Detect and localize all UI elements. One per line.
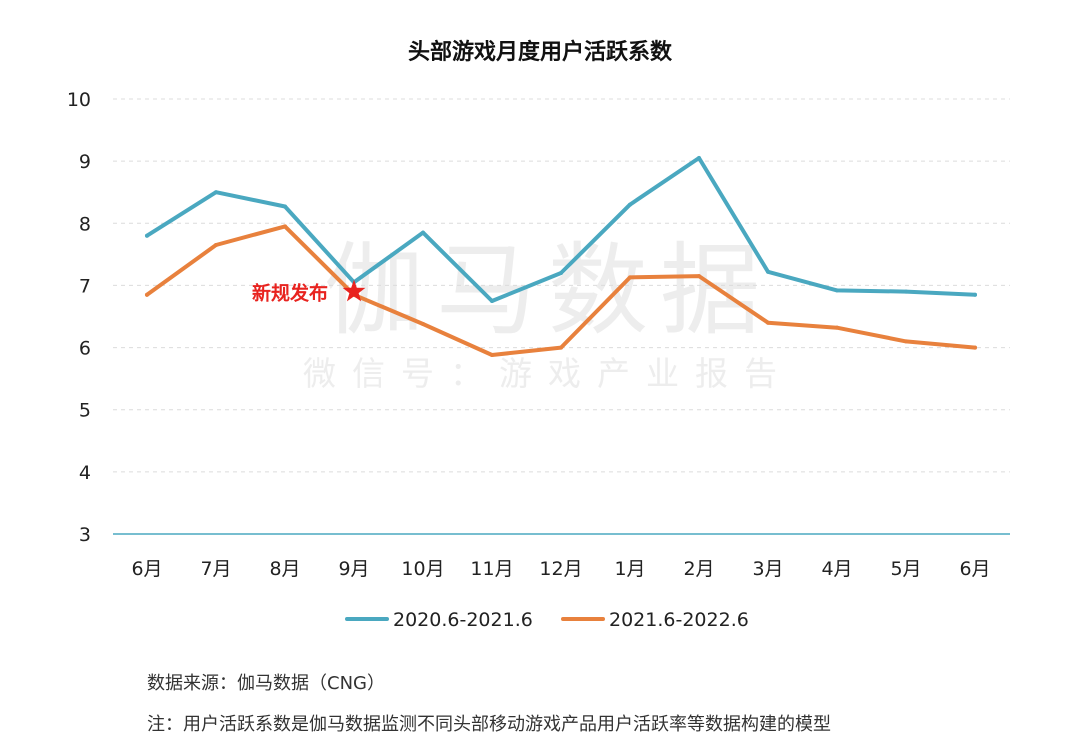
x-tick-label: 3月: [752, 558, 783, 580]
series-1-point: [628, 202, 632, 207]
series-2-point: [904, 339, 908, 344]
series-1-point: [973, 292, 977, 297]
series-lines: [145, 156, 977, 358]
series-2-point: [214, 243, 218, 248]
series-2-point: [490, 353, 494, 358]
y-tick-label: 10: [67, 89, 91, 111]
new-policy-label: 新规发布: [252, 282, 328, 305]
watermark: 伽马数据 微信号：游戏产业报告: [303, 232, 793, 393]
x-tick-label: 4月: [821, 558, 852, 580]
x-tick-label: 2月: [683, 558, 714, 580]
watermark-sub: 微信号：游戏产业报告: [303, 354, 793, 393]
chart-title: 头部游戏月度用户活跃系数: [408, 39, 673, 65]
y-tick-label: 7: [79, 275, 91, 297]
x-tick-label: 8月: [269, 558, 300, 580]
legend-label-2: 2021.6-2022.6: [609, 609, 749, 631]
x-tick-label: 9月: [338, 558, 369, 580]
x-tick-label: 12月: [539, 558, 582, 580]
x-tick-label: 1月: [614, 558, 645, 580]
annotation: 新规发布: [252, 279, 366, 305]
series-1-point: [766, 269, 770, 274]
series-1-point: [490, 298, 494, 303]
y-tick-label: 5: [79, 400, 91, 422]
y-axis-ticks: 10 9 8 7 6 5 4 3: [67, 89, 91, 546]
series-2-point: [421, 321, 425, 326]
series-1-point: [835, 288, 839, 293]
series-2-point: [835, 325, 839, 330]
series-1-point: [904, 289, 908, 294]
series-2-point: [973, 345, 977, 350]
series-1-point: [283, 204, 287, 209]
watermark-main: 伽马数据: [324, 232, 772, 349]
gridlines: [113, 98, 1010, 535]
x-tick-label: 5月: [890, 558, 921, 580]
series-1-point: [697, 156, 701, 161]
y-tick-label: 8: [79, 213, 91, 235]
footnote: 注：用户活跃系数是伽马数据监测不同头部移动游戏产品用户活跃率等数据构建的模型: [147, 714, 831, 735]
series-2-point: [766, 320, 770, 325]
y-tick-label: 9: [79, 151, 91, 173]
series-2-point: [628, 275, 632, 280]
legend: 2020.6-2021.6 2021.6-2022.6: [345, 609, 749, 631]
new-policy-star-marker: [342, 279, 366, 302]
data-source-note: 数据来源：伽马数据（CNG）: [147, 673, 385, 694]
x-tick-label: 11月: [470, 558, 513, 580]
series-2-point: [145, 292, 149, 297]
y-tick-label: 4: [79, 462, 91, 484]
series-2-point: [697, 274, 701, 279]
series-2-point: [283, 224, 287, 229]
x-tick-label: 10月: [401, 558, 444, 580]
series-1-point: [214, 190, 218, 195]
x-tick-label: 6月: [131, 558, 162, 580]
series-1-point: [559, 271, 563, 275]
legend-label-1: 2020.6-2021.6: [393, 609, 533, 631]
series-2-point: [559, 345, 563, 350]
x-axis-ticks: 6月 7月 8月 9月 10月 11月 12月 1月 2月 3月 4月 5月 6月: [131, 558, 990, 580]
x-tick-label: 6月: [959, 558, 990, 580]
series-1-point: [145, 233, 149, 238]
x-tick-label: 7月: [200, 558, 231, 580]
series-1-point: [421, 230, 425, 235]
y-tick-label: 3: [79, 524, 91, 546]
y-tick-label: 6: [79, 338, 91, 360]
